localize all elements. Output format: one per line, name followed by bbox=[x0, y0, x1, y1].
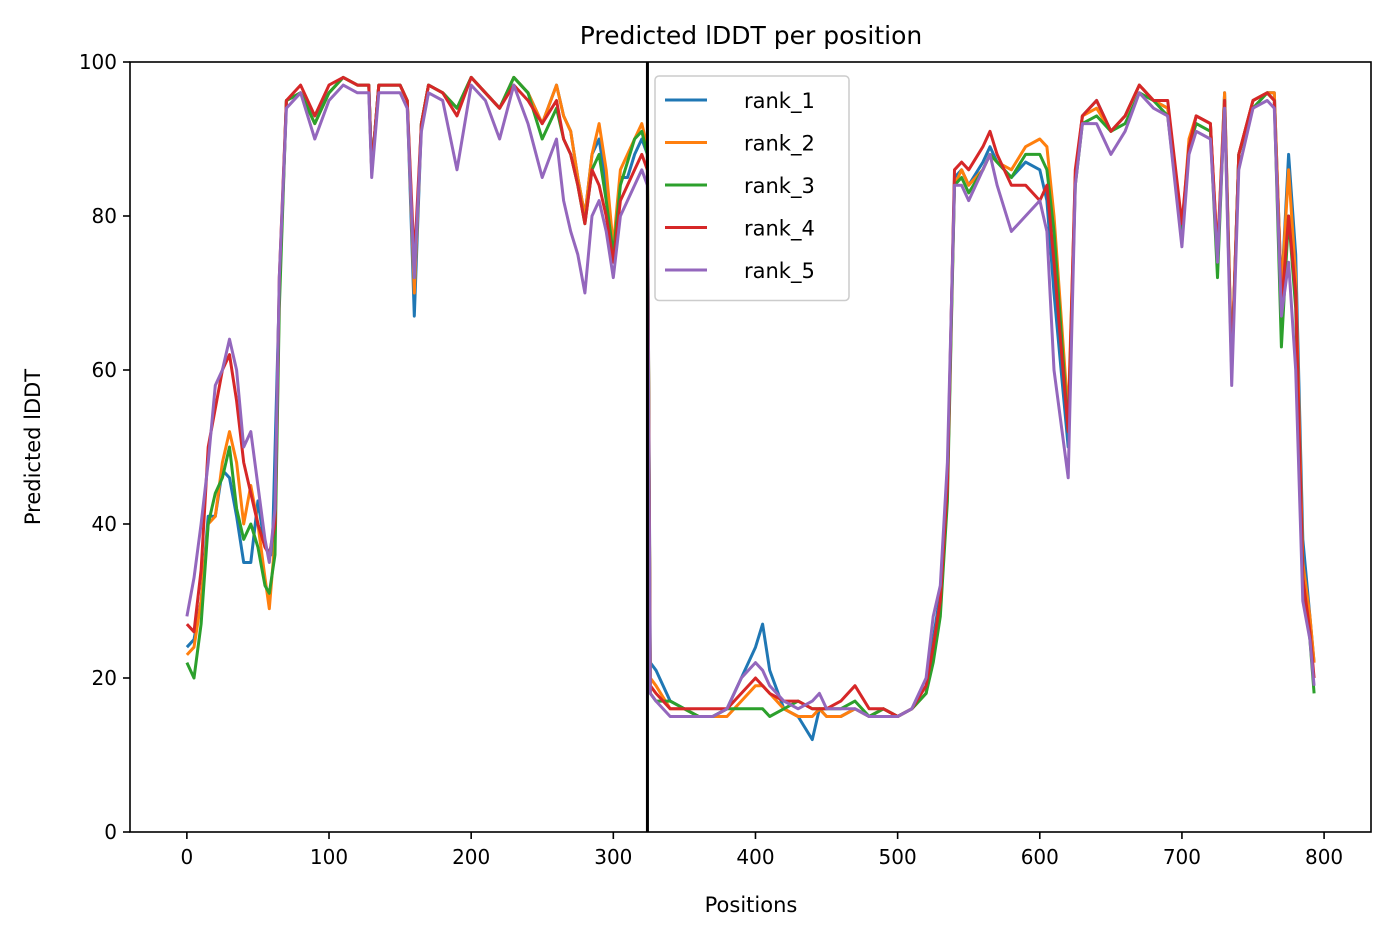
plot-area bbox=[129, 61, 1372, 833]
axes-frame bbox=[129, 61, 1372, 833]
legend: rank_1 rank_2 rank_3 rank_4 rank_5 bbox=[654, 75, 850, 302]
series-line-rank_4 bbox=[185, 75, 1316, 718]
x-tick-label: 500 bbox=[879, 845, 917, 869]
x-tick-label: 400 bbox=[736, 845, 774, 869]
y-axis-label: Predicted lDDT bbox=[21, 369, 45, 525]
y-axis: 0 20 40 60 80 100 bbox=[79, 50, 130, 844]
series-line-rank_5 bbox=[185, 83, 1316, 718]
legend-label-rank_1: rank_1 bbox=[744, 89, 815, 114]
x-axis-label: Positions bbox=[705, 893, 798, 917]
y-tick-label: 20 bbox=[92, 666, 117, 690]
chart-title: Predicted lDDT per position bbox=[580, 21, 922, 50]
x-tick-label: 700 bbox=[1163, 845, 1201, 869]
x-tick-label: 300 bbox=[594, 845, 632, 869]
x-tick-label: 200 bbox=[452, 845, 490, 869]
x-tick-label: 0 bbox=[180, 845, 193, 869]
x-tick-label: 800 bbox=[1305, 845, 1343, 869]
legend-label-rank_4: rank_4 bbox=[744, 217, 815, 242]
y-tick-label: 80 bbox=[92, 204, 117, 228]
y-tick-label: 40 bbox=[92, 512, 117, 536]
legend-label-rank_5: rank_5 bbox=[744, 259, 815, 284]
y-tick-label: 0 bbox=[104, 820, 117, 844]
y-tick-label: 100 bbox=[79, 50, 117, 74]
x-axis: 0 100 200 300 400 500 600 700 800 bbox=[180, 832, 1343, 869]
x-tick-label: 100 bbox=[310, 845, 348, 869]
legend-label-rank_3: rank_3 bbox=[744, 174, 815, 199]
y-tick-label: 60 bbox=[92, 358, 117, 382]
legend-label-rank_2: rank_2 bbox=[744, 132, 815, 157]
x-tick-label: 600 bbox=[1021, 845, 1059, 869]
legend-box bbox=[654, 75, 850, 302]
